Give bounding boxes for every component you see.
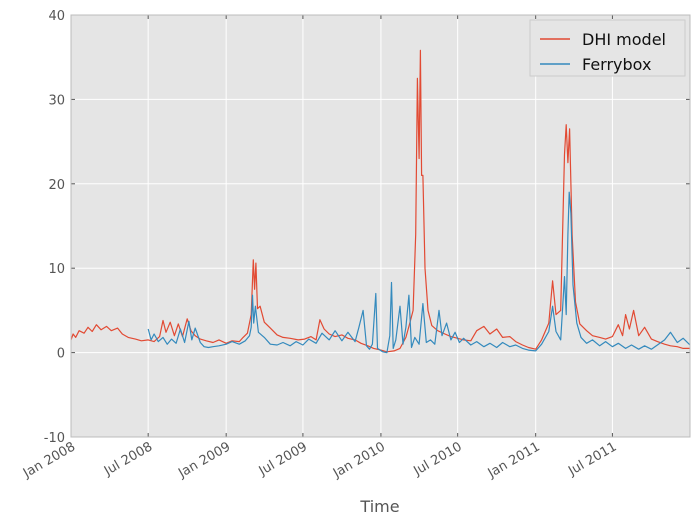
plot-frame [70, 14, 691, 438]
legend-label: DHI model [582, 30, 666, 49]
x-tick-label: Jan 2009 [175, 439, 233, 481]
series-line-ferrybox [147, 191, 691, 354]
x-tick-label: Jul 2008 [101, 439, 155, 479]
series-layer [70, 49, 691, 354]
x-tick-label: Jul 2009 [256, 439, 310, 479]
y-tick-label: -10 [44, 431, 65, 446]
y-tick-label: 10 [48, 262, 65, 277]
x-axis-title: Time [359, 497, 399, 516]
y-tick-label: 40 [48, 9, 65, 24]
x-tick-label: Jul 2011 [565, 439, 619, 479]
y-tick-label: 30 [48, 93, 65, 108]
x-tick-label: Jan 2010 [330, 439, 388, 481]
y-tick-label: 0 [57, 347, 65, 362]
x-tick-labels: Jan 2008 Jul 2008 Jan 2009 Jul 2009 Jan 2010… [20, 439, 619, 481]
x-tick-label: Jan 2011 [485, 439, 543, 481]
y-tick-label: 20 [48, 178, 65, 193]
legend-label: Ferrybox [582, 55, 651, 74]
legend-box [529, 19, 686, 77]
x-tick-label: Jul 2010 [410, 439, 464, 479]
legend: DHI model Ferrybox [529, 19, 686, 77]
y-tick-labels: -10 0 10 20 30 40 [44, 9, 65, 446]
